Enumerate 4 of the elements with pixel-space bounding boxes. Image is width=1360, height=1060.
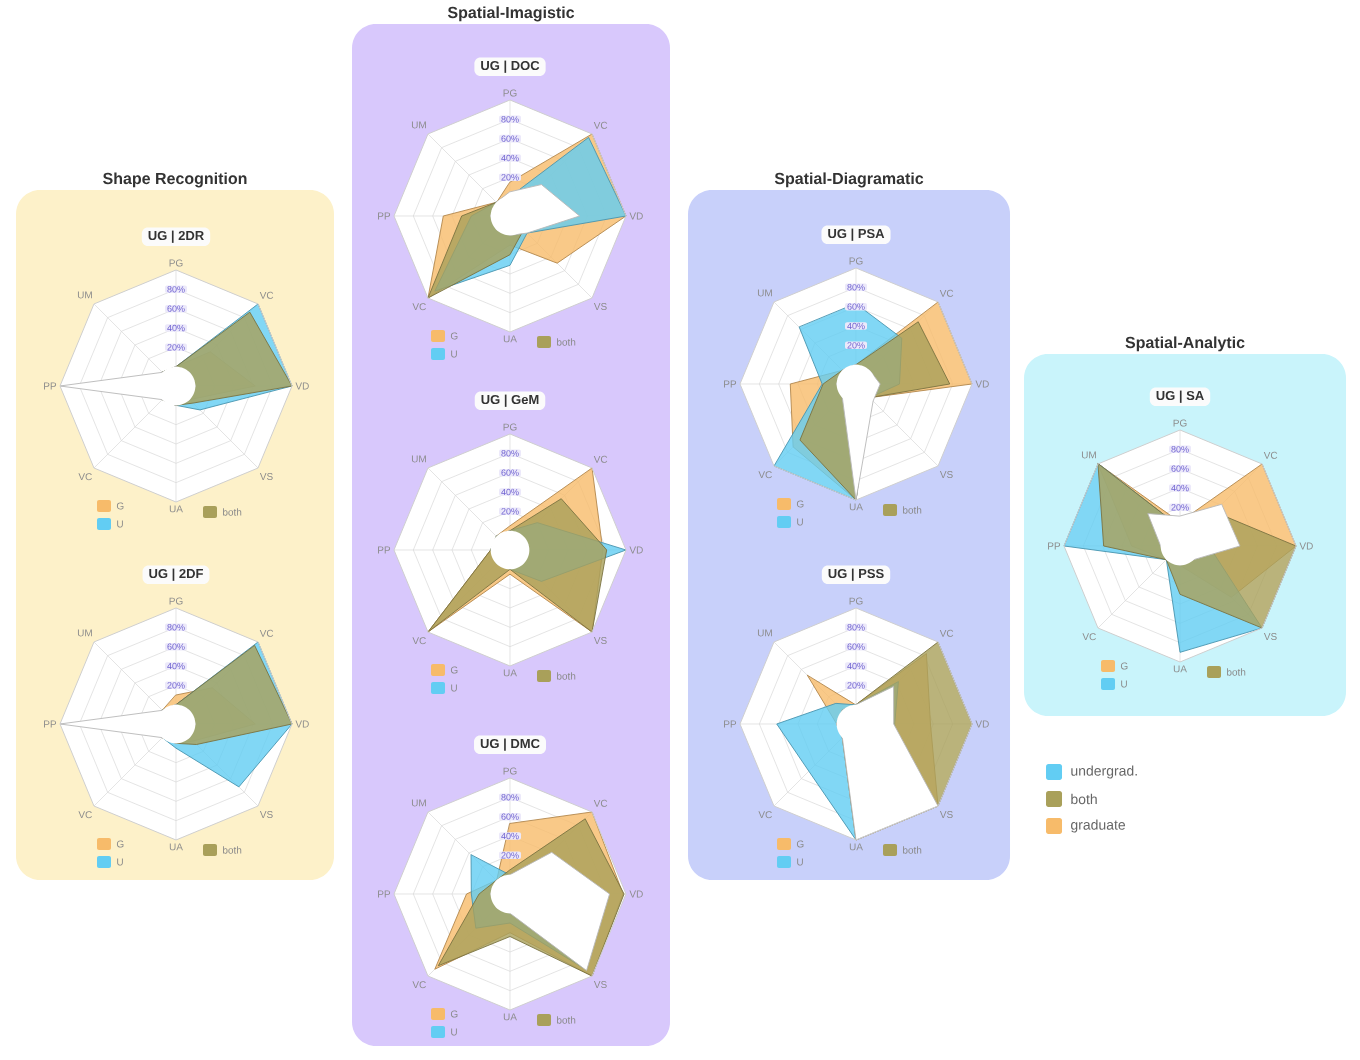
chart-title: Spatial-Diagramatic bbox=[774, 172, 924, 188]
chart-title: Shape Recognition bbox=[103, 172, 247, 188]
chart-title: Spatial-Imagistic bbox=[447, 6, 575, 22]
chart-title: Spatial-Analytic bbox=[1125, 336, 1245, 352]
